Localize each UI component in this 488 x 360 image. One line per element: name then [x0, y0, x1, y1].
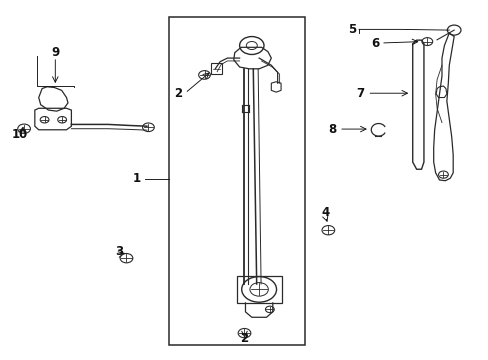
Bar [211, 63, 222, 74]
Text: 7: 7 [356, 87, 364, 100]
Text: 1: 1 [133, 172, 141, 185]
Text: 8: 8 [327, 122, 336, 136]
Text: 9: 9 [51, 46, 60, 59]
Bar [236, 276, 281, 303]
Text: 2: 2 [173, 87, 182, 100]
Text: 2: 2 [240, 332, 248, 345]
Text: 10: 10 [12, 127, 28, 141]
Text: 4: 4 [321, 206, 329, 219]
Text: 6: 6 [370, 36, 379, 50]
Bar [168, 17, 305, 345]
Text: 5: 5 [347, 23, 355, 36]
Text: 3: 3 [115, 245, 123, 258]
